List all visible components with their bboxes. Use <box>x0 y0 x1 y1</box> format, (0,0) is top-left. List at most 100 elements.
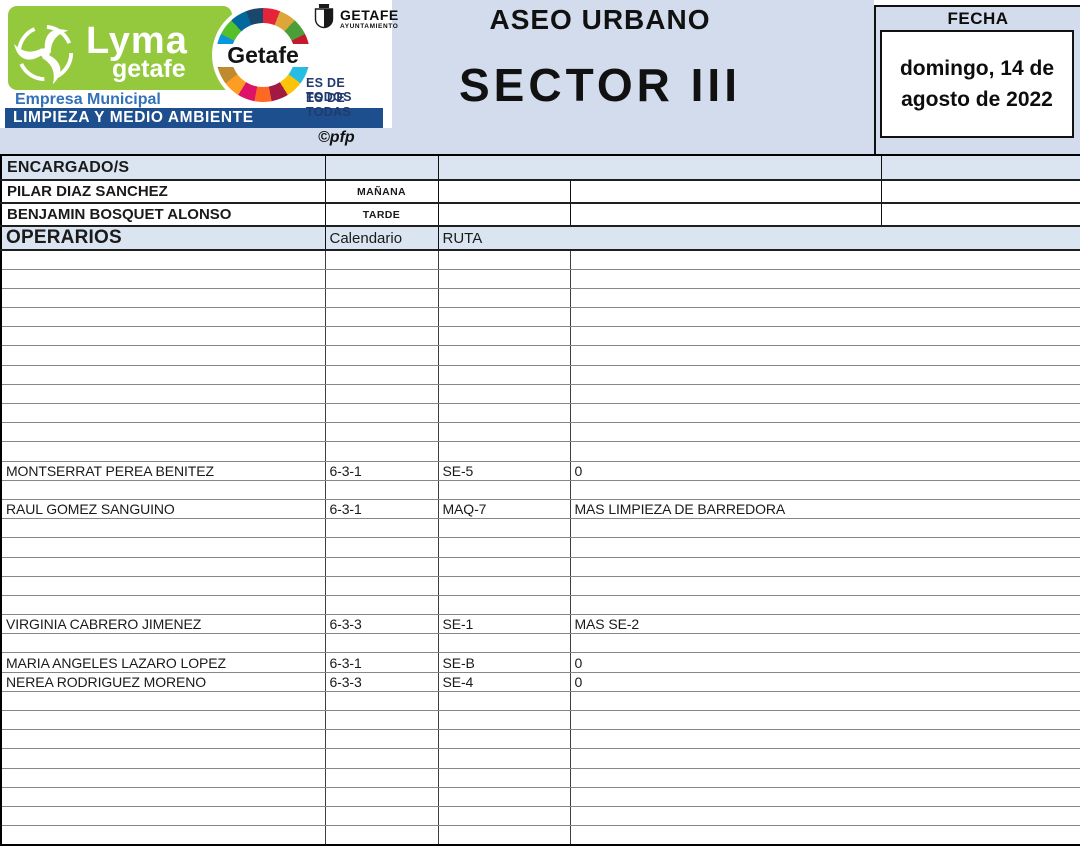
operario-calendario-cell <box>325 326 439 347</box>
operario-observaciones-cell <box>570 345 1080 366</box>
operario-ruta-cell <box>438 787 571 807</box>
operario-name-cell <box>1 787 326 807</box>
operario-row <box>1 576 1080 596</box>
operario-ruta-cell: SE-4 <box>438 672 571 692</box>
title-panel: ASEO URBANO SECTOR III <box>390 0 874 154</box>
operario-ruta-cell: SE-B <box>438 652 571 673</box>
operario-ruta-cell <box>438 825 571 846</box>
operario-calendario-cell: 6-3-1 <box>325 461 439 481</box>
operario-ruta-cell <box>438 403 571 424</box>
operario-calendario-cell <box>325 691 439 712</box>
operario-row <box>1 422 1080 443</box>
sdg-text-stripe <box>214 44 312 67</box>
date-line2: agosto de 2022 <box>901 88 1053 111</box>
operario-observaciones-cell <box>570 288 1080 309</box>
operario-name-cell <box>1 326 326 347</box>
column-header-calendario: Calendario <box>324 225 439 251</box>
operario-ruta-cell <box>438 691 571 712</box>
operario-ruta-cell <box>438 768 571 788</box>
operario-ruta-cell <box>438 537 571 558</box>
operario-row <box>1 403 1080 424</box>
operario-row <box>1 787 1080 807</box>
operario-calendario-cell <box>325 384 439 405</box>
operario-ruta-cell <box>438 345 571 366</box>
operario-row <box>1 710 1080 731</box>
logo-block: Lyma getafe Empresa Municipal LIMPIEZA Y… <box>0 0 398 128</box>
encargados-section: ENCARGADO/S PILAR DIAZ SANCHEZ MAÑANA BE… <box>0 154 1080 251</box>
date-box: domingo, 14 de agosto de 2022 <box>880 30 1074 138</box>
operario-calendario-cell <box>325 518 439 539</box>
operario-observaciones-cell <box>570 269 1080 289</box>
empty-cell <box>569 202 882 227</box>
fecha-label: FECHA <box>947 9 1009 28</box>
operario-name-cell <box>1 518 326 539</box>
operario-name-cell <box>1 384 326 405</box>
operario-name-cell <box>1 710 326 731</box>
operario-observaciones-cell <box>570 480 1080 500</box>
operario-name-cell <box>1 345 326 366</box>
operario-calendario-cell <box>325 365 439 385</box>
operario-name-cell <box>1 825 326 846</box>
operario-ruta-cell <box>438 748 571 769</box>
operario-name-cell <box>1 748 326 769</box>
operario-row <box>1 806 1080 827</box>
operario-ruta-cell <box>438 710 571 731</box>
operario-row <box>1 307 1080 328</box>
operario-name-cell <box>1 557 326 577</box>
empty-cell <box>437 179 571 204</box>
operario-observaciones-cell <box>570 384 1080 405</box>
operario-ruta-cell <box>438 441 571 462</box>
operario-calendario-cell <box>325 806 439 827</box>
sheet-header: ASEO URBANO SECTOR III Lyma getafe Empre… <box>0 0 1080 154</box>
lyma-wordmark-sub: getafe <box>112 55 186 83</box>
operario-row <box>1 748 1080 769</box>
operario-observaciones-cell <box>570 518 1080 539</box>
operario-calendario-cell <box>325 768 439 788</box>
operario-ruta-cell <box>438 729 571 750</box>
turno-label: MAÑANA <box>324 179 439 204</box>
operario-observaciones-cell <box>570 633 1080 654</box>
operarios-section-label: OPERARIOS <box>0 225 326 251</box>
date-line1: domingo, 14 de <box>899 56 1054 80</box>
operarios-body: MONTSERRAT PEREA BENITEZ 6-3-1 SE-5 0 RAUL G… <box>1 250 1080 846</box>
operario-ruta-cell <box>438 557 571 577</box>
operario-ruta-cell: SE-1 <box>438 614 571 635</box>
operario-observaciones-cell: MAS LIMPIEZA DE BARREDORA <box>570 499 1080 520</box>
column-header-ruta: RUTA <box>437 225 1080 251</box>
empty-cell <box>569 179 882 204</box>
operario-observaciones-cell <box>570 422 1080 443</box>
operario-name-cell <box>1 480 326 500</box>
operario-ruta-cell <box>438 365 571 385</box>
operario-calendario-cell: 6-3-1 <box>325 652 439 673</box>
encargados-header-row: ENCARGADO/S <box>0 154 1080 181</box>
operario-name-cell <box>1 365 326 385</box>
operario-calendario-cell <box>325 403 439 424</box>
ayuntamiento-sub: AYUNTAMIENTO <box>340 23 399 30</box>
empty-cell <box>437 154 882 181</box>
operario-name-cell <box>1 422 326 443</box>
operario-row <box>1 633 1080 654</box>
service-title: ASEO URBANO <box>489 4 711 35</box>
operario-ruta-cell <box>438 518 571 539</box>
operario-name-cell <box>1 403 326 424</box>
operario-calendario-cell: 6-3-3 <box>325 614 439 635</box>
operario-calendario-cell: 6-3-3 <box>325 672 439 692</box>
operarios-header-row: OPERARIOS Calendario RUTA <box>0 225 1080 251</box>
operario-calendario-cell <box>325 537 439 558</box>
operario-row <box>1 729 1080 750</box>
copyright-mark: ©pfp <box>318 129 355 146</box>
operario-ruta-cell <box>438 307 571 328</box>
lyma-wordmark: Lyma <box>86 20 188 62</box>
operario-observaciones-cell: 0 <box>570 461 1080 481</box>
operario-row <box>1 288 1080 309</box>
operario-ruta-cell <box>438 806 571 827</box>
operario-calendario-cell <box>325 307 439 328</box>
operario-observaciones-cell <box>570 787 1080 807</box>
encargado-name: PILAR DIAZ SANCHEZ <box>0 179 326 204</box>
getafe-wheel-label: Getafe <box>227 41 299 68</box>
operario-name-cell <box>1 269 326 289</box>
tagline-text: LIMPIEZA Y MEDIO AMBIENTE <box>13 109 254 126</box>
operario-row <box>1 518 1080 539</box>
operario-name-cell: MARIA ANGELES LAZARO LOPEZ <box>1 652 326 673</box>
operario-observaciones-cell <box>570 250 1080 270</box>
